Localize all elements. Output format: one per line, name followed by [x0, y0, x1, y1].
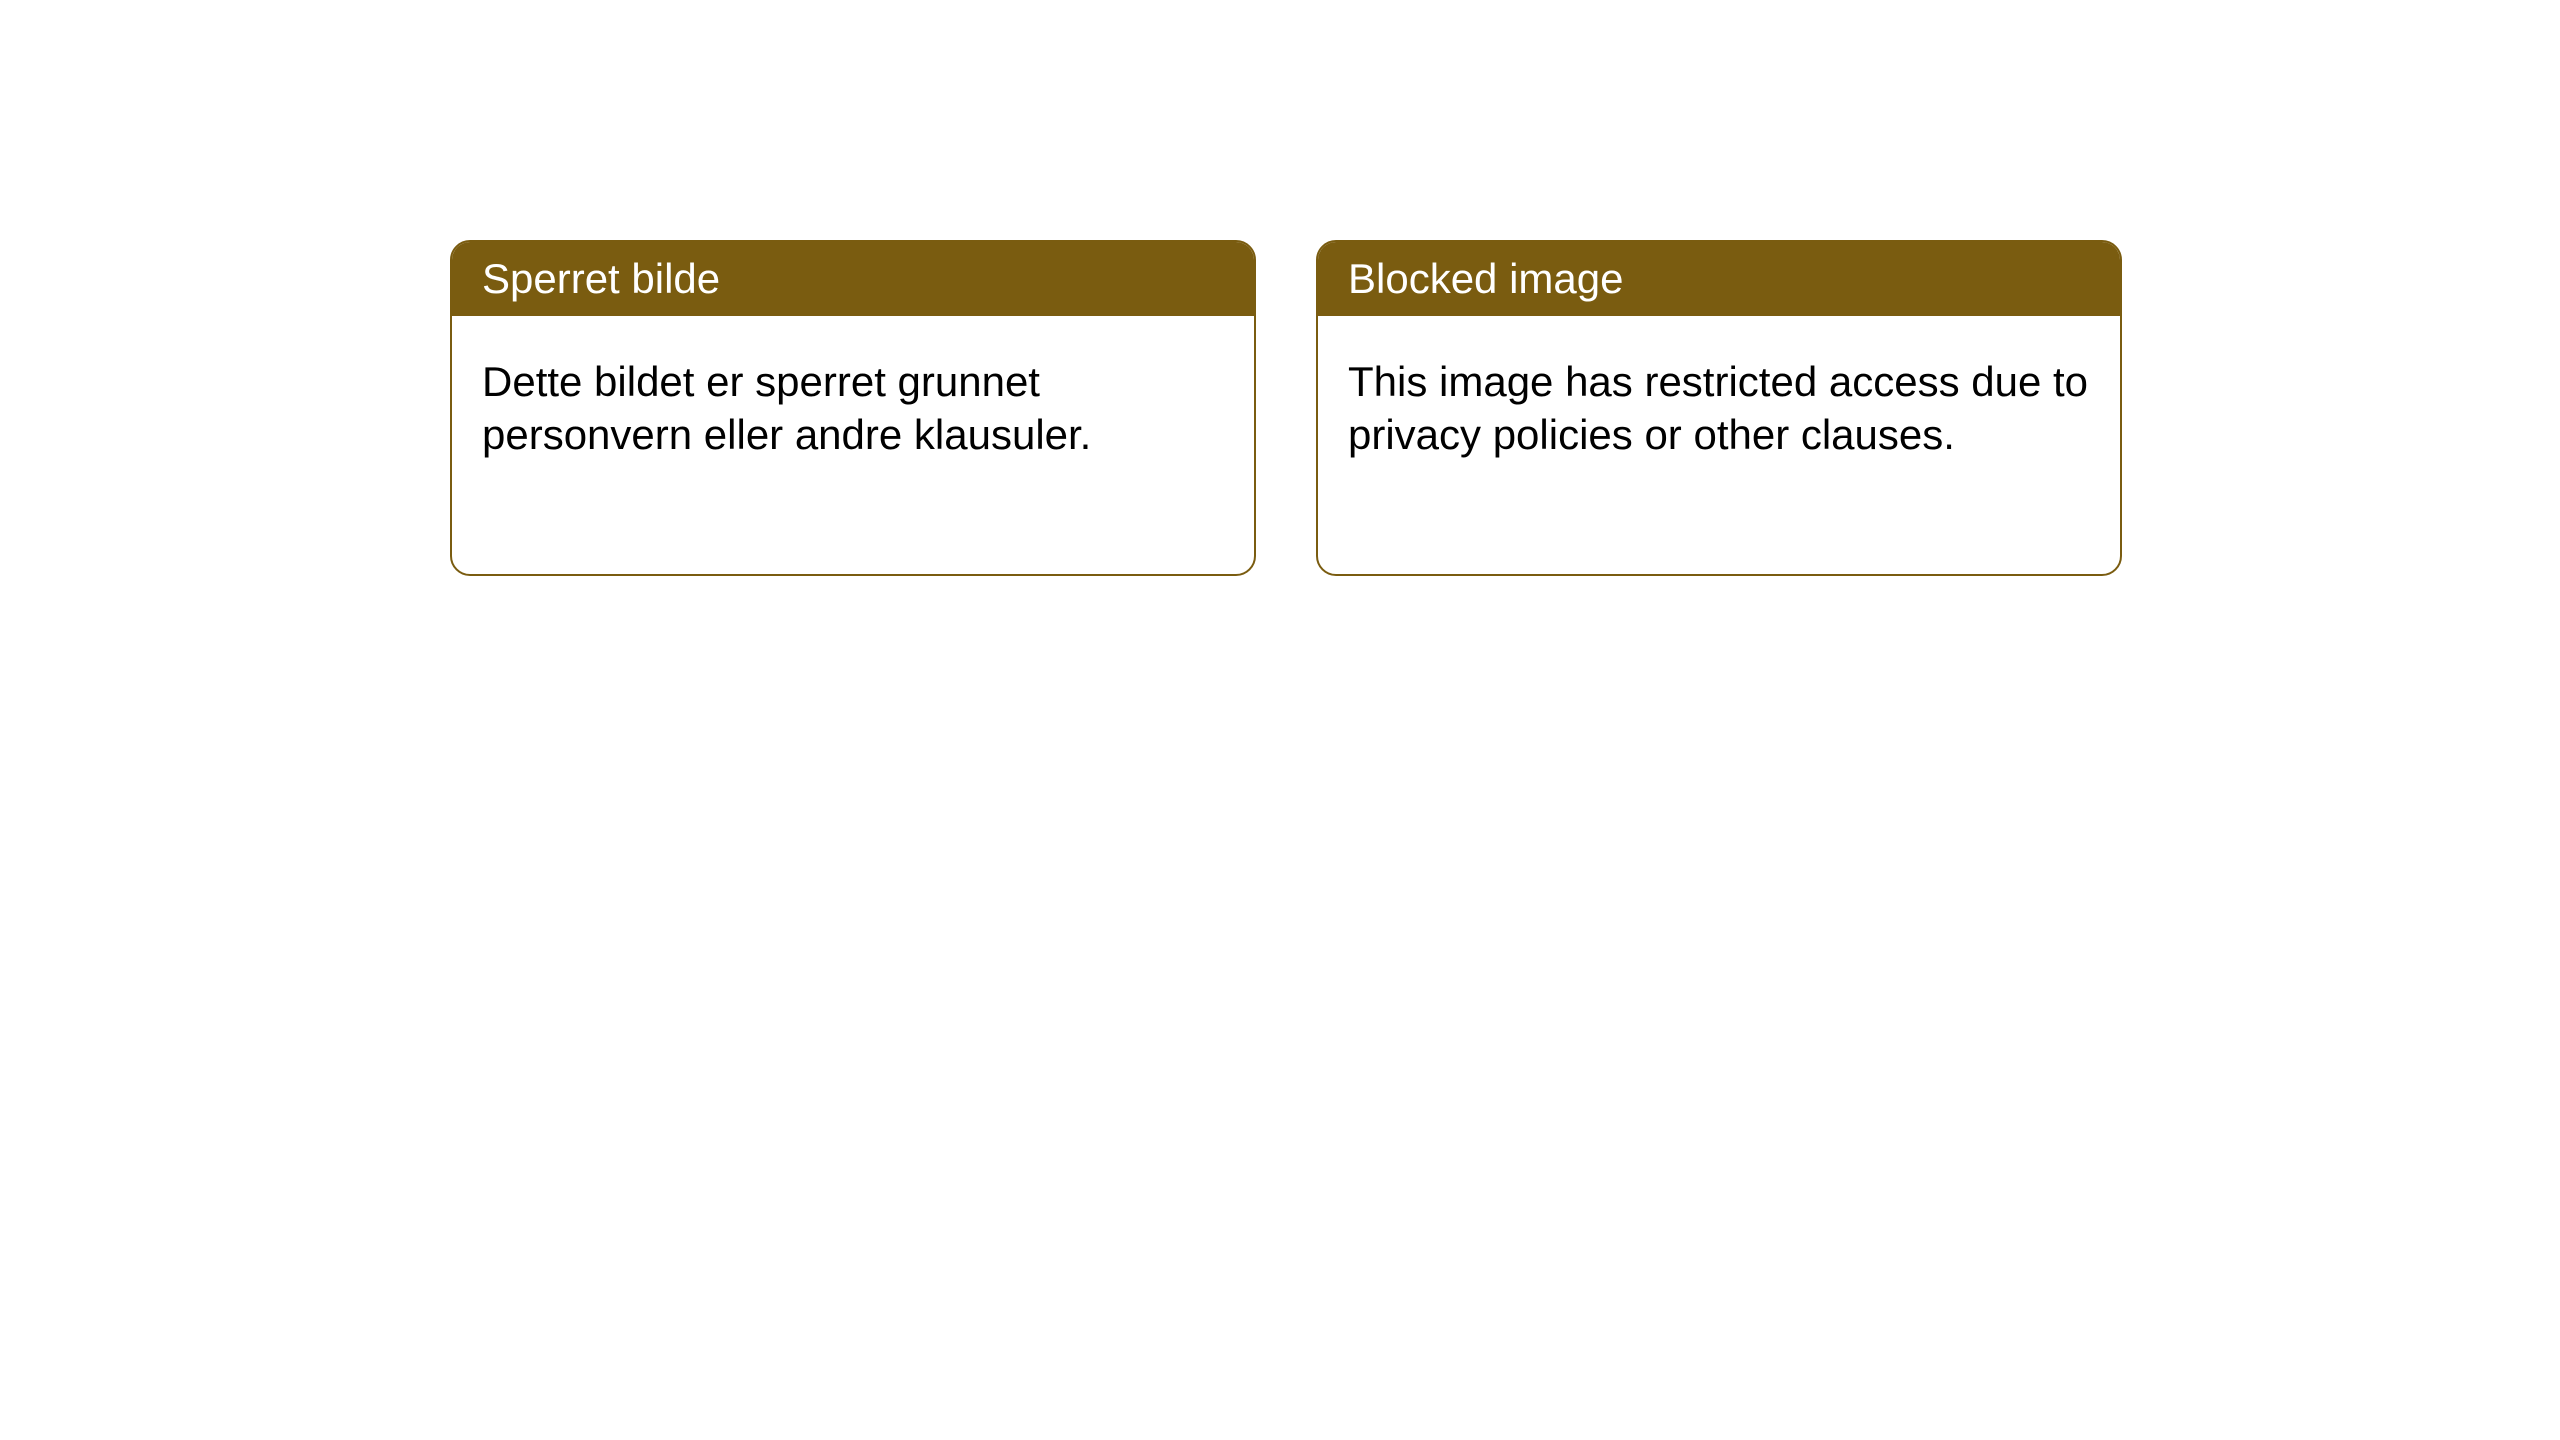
card-body-text: This image has restricted access due to …: [1348, 358, 2088, 458]
notice-card-english: Blocked image This image has restricted …: [1316, 240, 2122, 576]
card-header: Sperret bilde: [452, 242, 1254, 316]
notice-card-norwegian: Sperret bilde Dette bildet er sperret gr…: [450, 240, 1256, 576]
card-title: Blocked image: [1348, 255, 1623, 302]
card-body-text: Dette bildet er sperret grunnet personve…: [482, 358, 1091, 458]
card-body: This image has restricted access due to …: [1318, 316, 2120, 501]
notice-container: Sperret bilde Dette bildet er sperret gr…: [450, 240, 2122, 576]
card-title: Sperret bilde: [482, 255, 720, 302]
card-body: Dette bildet er sperret grunnet personve…: [452, 316, 1254, 501]
card-header: Blocked image: [1318, 242, 2120, 316]
